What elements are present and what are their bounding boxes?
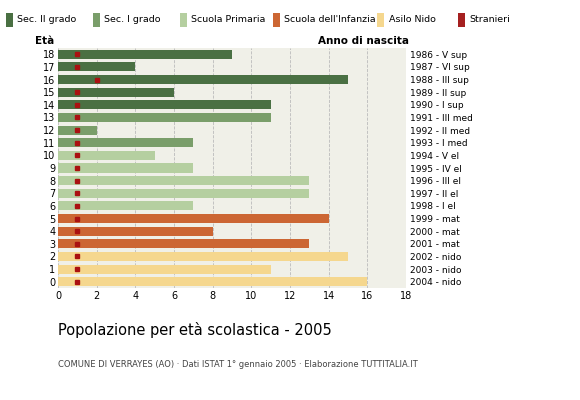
Bar (377, 13, 384, 27)
Text: Scuola Primaria: Scuola Primaria (191, 16, 266, 24)
Text: Stranieri: Stranieri (470, 16, 510, 24)
Bar (58, 113, 271, 122)
Text: Anno di nascita: Anno di nascita (318, 36, 409, 46)
Text: Scuola dell'Infanzia: Scuola dell'Infanzia (284, 16, 376, 24)
Bar (93, 13, 100, 27)
Text: Popolazione per età scolastica - 2005: Popolazione per età scolastica - 2005 (58, 322, 332, 338)
Text: COMUNE DI VERRAYES (AO) · Dati ISTAT 1° gennaio 2005 · Elaborazione TUTTITALIA.I: COMUNE DI VERRAYES (AO) · Dati ISTAT 1° … (58, 360, 418, 369)
Bar (58, 100, 271, 109)
Bar (6, 13, 13, 27)
Bar (58, 264, 271, 274)
Bar (58, 189, 309, 198)
Bar (58, 151, 155, 160)
Text: Asilo Nido: Asilo Nido (389, 16, 436, 24)
Bar (180, 13, 187, 27)
Bar (58, 227, 213, 236)
Text: Età: Età (35, 36, 55, 46)
Bar (58, 214, 329, 223)
Bar (58, 252, 348, 261)
Text: Sec. I grado: Sec. I grado (104, 16, 161, 24)
Bar (58, 88, 174, 97)
Text: Sec. II grado: Sec. II grado (17, 16, 77, 24)
Bar (58, 239, 309, 248)
Bar (58, 164, 193, 172)
Bar (58, 176, 309, 185)
Bar (58, 126, 97, 135)
Bar (458, 13, 465, 27)
Bar (58, 50, 232, 59)
Bar (58, 277, 367, 286)
Bar (58, 62, 135, 72)
Bar (58, 201, 193, 210)
Bar (58, 75, 348, 84)
Bar (273, 13, 280, 27)
Bar (58, 138, 193, 147)
